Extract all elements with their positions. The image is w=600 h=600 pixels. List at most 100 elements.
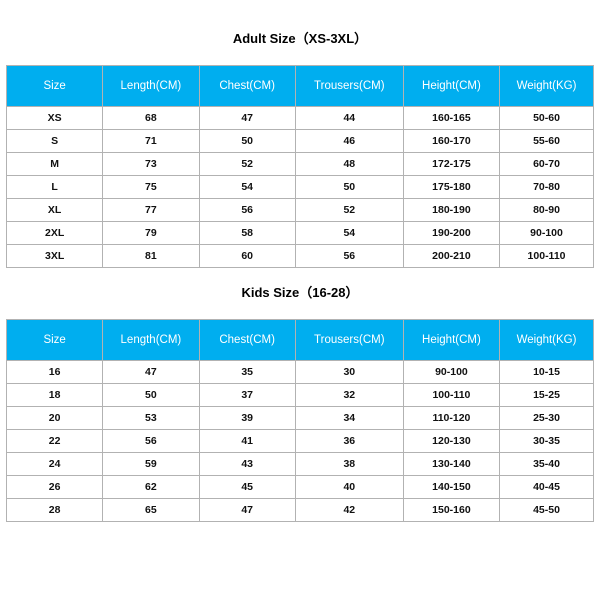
col-header-length: Length(CM) (103, 320, 199, 361)
table-row: XS684744160-16550-60 (7, 107, 594, 130)
col-header-chest: Chest(CM) (199, 66, 295, 107)
table-cell: 90-100 (500, 222, 594, 245)
table-cell: 190-200 (403, 222, 499, 245)
table-cell: 50-60 (500, 107, 594, 130)
table-cell: 41 (199, 430, 295, 453)
table-cell: 60 (199, 245, 295, 268)
table-row: 26624540140-15040-45 (7, 476, 594, 499)
table-cell: 34 (295, 407, 403, 430)
table-cell: 150-160 (403, 499, 499, 522)
table-row: 3XL816056200-210100-110 (7, 245, 594, 268)
table-cell: 71 (103, 130, 199, 153)
table-cell: 180-190 (403, 199, 499, 222)
table-row: M735248172-17560-70 (7, 153, 594, 176)
table-cell: 25-30 (500, 407, 594, 430)
table-cell: 130-140 (403, 453, 499, 476)
table-cell: 50 (103, 384, 199, 407)
table-row: 28654742150-16045-50 (7, 499, 594, 522)
kids-size-table: Size Length(CM) Chest(CM) Trousers(CM) H… (6, 319, 594, 522)
table-cell: 48 (295, 153, 403, 176)
adult-section-title: Adult Size（XS-3XL） (6, 14, 594, 65)
kids-section-title: Kids Size（16-28） (6, 268, 594, 319)
table-cell: 200-210 (403, 245, 499, 268)
col-header-size: Size (7, 320, 103, 361)
table-cell: 42 (295, 499, 403, 522)
table-cell: 80-90 (500, 199, 594, 222)
table-cell: 47 (103, 361, 199, 384)
table-cell: 3XL (7, 245, 103, 268)
table-cell: 172-175 (403, 153, 499, 176)
table-cell: 55-60 (500, 130, 594, 153)
table-cell: L (7, 176, 103, 199)
table-row: 24594338130-14035-40 (7, 453, 594, 476)
table-cell: 50 (199, 130, 295, 153)
table-cell: 15-25 (500, 384, 594, 407)
table-cell: 79 (103, 222, 199, 245)
table-cell: 160-170 (403, 130, 499, 153)
table-cell: 54 (295, 222, 403, 245)
table-cell: 100-110 (403, 384, 499, 407)
table-cell: 140-150 (403, 476, 499, 499)
table-cell: 175-180 (403, 176, 499, 199)
table-cell: 35-40 (500, 453, 594, 476)
table-cell: 90-100 (403, 361, 499, 384)
table-cell: XL (7, 199, 103, 222)
table-cell: 18 (7, 384, 103, 407)
table-cell: 160-165 (403, 107, 499, 130)
table-cell: 110-120 (403, 407, 499, 430)
table-cell: 81 (103, 245, 199, 268)
col-header-length: Length(CM) (103, 66, 199, 107)
adult-size-table: Size Length(CM) Chest(CM) Trousers(CM) H… (6, 65, 594, 268)
table-cell: 24 (7, 453, 103, 476)
table-row: XL775652180-19080-90 (7, 199, 594, 222)
table-cell: 100-110 (500, 245, 594, 268)
table-cell: 45 (199, 476, 295, 499)
table-cell: 37 (199, 384, 295, 407)
table-cell: 52 (199, 153, 295, 176)
table-cell: 68 (103, 107, 199, 130)
table-cell: 59 (103, 453, 199, 476)
table-cell: 47 (199, 499, 295, 522)
table-cell: 73 (103, 153, 199, 176)
table-cell: 38 (295, 453, 403, 476)
table-row: 22564136120-13030-35 (7, 430, 594, 453)
kids-tbody: 1647353090-10010-1518503732100-11015-252… (7, 361, 594, 522)
col-header-weight: Weight(KG) (500, 320, 594, 361)
table-cell: 43 (199, 453, 295, 476)
col-header-trousers: Trousers(CM) (295, 66, 403, 107)
table-cell: 60-70 (500, 153, 594, 176)
col-header-height: Height(CM) (403, 66, 499, 107)
table-cell: 2XL (7, 222, 103, 245)
table-cell: 20 (7, 407, 103, 430)
table-cell: 35 (199, 361, 295, 384)
col-header-weight: Weight(KG) (500, 66, 594, 107)
adult-tbody: XS684744160-16550-60S715046160-17055-60M… (7, 107, 594, 268)
table-cell: 50 (295, 176, 403, 199)
table-cell: 77 (103, 199, 199, 222)
table-cell: 58 (199, 222, 295, 245)
table-row: 1647353090-10010-15 (7, 361, 594, 384)
table-cell: 52 (295, 199, 403, 222)
table-cell: 56 (295, 245, 403, 268)
col-header-size: Size (7, 66, 103, 107)
table-row: 18503732100-11015-25 (7, 384, 594, 407)
table-cell: 16 (7, 361, 103, 384)
table-cell: 45-50 (500, 499, 594, 522)
table-cell: 56 (103, 430, 199, 453)
size-chart-wrapper: Adult Size（XS-3XL） Size Length(CM) Chest… (0, 0, 600, 600)
table-cell: 47 (199, 107, 295, 130)
table-cell: 40 (295, 476, 403, 499)
table-cell: 75 (103, 176, 199, 199)
kids-header-row: Size Length(CM) Chest(CM) Trousers(CM) H… (7, 320, 594, 361)
table-cell: XS (7, 107, 103, 130)
table-cell: 22 (7, 430, 103, 453)
adult-header-row: Size Length(CM) Chest(CM) Trousers(CM) H… (7, 66, 594, 107)
table-cell: 30 (295, 361, 403, 384)
table-cell: 65 (103, 499, 199, 522)
table-cell: 53 (103, 407, 199, 430)
table-cell: 26 (7, 476, 103, 499)
table-row: 20533934110-12025-30 (7, 407, 594, 430)
col-header-height: Height(CM) (403, 320, 499, 361)
table-cell: 36 (295, 430, 403, 453)
table-cell: 10-15 (500, 361, 594, 384)
